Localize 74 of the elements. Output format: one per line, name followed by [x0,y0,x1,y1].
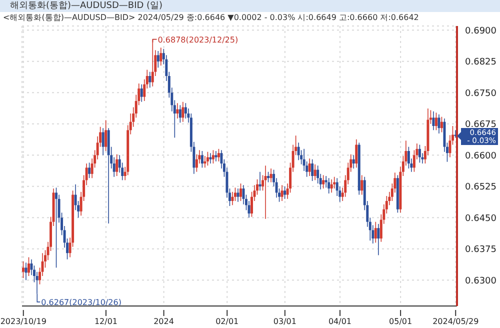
x-tick-label: 2024/05/29 [432,317,479,326]
candlestick [314,164,316,181]
candlestick [377,224,380,256]
x-tick-label: 12/01 [94,317,118,326]
candlestick [200,150,204,168]
candlestick [55,187,58,268]
candlestick [176,102,179,119]
candlestick [182,101,184,122]
candlestick [204,156,206,168]
x-tick-label: 2024 [154,317,174,326]
y-tick-label: 0.6825 [465,58,496,68]
candlestick [267,171,270,183]
y-tick-label: 0.6600 [465,151,497,162]
x-tick-label: 03/01 [273,317,296,326]
candlestick [104,120,108,152]
candlestick [438,114,440,134]
annotation: 0.6267(2023/10/26) [41,298,122,307]
x-tick-label: 04/01 [328,317,352,326]
candlestick [352,154,355,169]
y-tick-label: 0.6750 [465,88,497,99]
candlestick [258,171,262,191]
candlestick [151,38,154,87]
candlestick [156,50,160,68]
annotation: 0.6878(2023/12/25) [158,35,238,44]
candlestick [311,158,314,182]
y-tick-label: 0.6300 [465,276,497,286]
chart-subtitle: <해외통화(통합)—AUDUSD—BID> 2024/05/29 종:0.6646 ▼0.0002 - 0.03% 시:0.6649 고:0.6660 저:0.6642 [3,12,419,24]
y-tick-label: 0.6900 [465,26,497,36]
candlestick [148,71,152,88]
candlestick [360,174,364,196]
candlestick [264,165,267,220]
candlestick [330,178,333,194]
candlestick [184,102,187,119]
candlestick [209,152,212,164]
candlestick [214,150,218,162]
candlestick [160,47,162,66]
candlestick [231,191,234,206]
x-tick-label: 2023/10/19 [0,317,46,326]
candlestick [88,162,91,178]
candlestick [308,158,311,176]
candlestick [333,176,336,189]
x-tick-label: 02/01 [216,317,239,326]
candlestick [434,112,438,131]
y-tick-label: 0.6375 [465,245,496,256]
candlestick [116,154,118,176]
y-tick-label: 0.6675 [465,120,496,130]
candlestick [234,187,236,202]
candlestick [240,183,242,202]
chart-title: 해외통화(통합)—AUDUSD—BID (일) [0,0,500,12]
candlestick [440,116,443,133]
candlestick [217,148,220,162]
candlestick [236,188,240,202]
candlestick [195,154,198,172]
candlestick [418,144,421,164]
candlestick [22,261,24,278]
x-tick-label: 05/01 [389,317,412,326]
candlestick [280,184,284,202]
candlestick [355,138,358,168]
candlestick [212,150,214,164]
candlestick [102,128,104,156]
candlestick [206,151,209,166]
candlestick [270,168,272,183]
candlestick [432,111,435,131]
candlestick [178,104,182,124]
candlestick [322,174,325,189]
y-tick-label: 0.6450 [465,214,497,224]
candlestick [140,84,143,102]
candlestick [374,221,377,244]
candlestick [297,142,300,161]
candlestick [328,178,330,194]
y-tick-label: 0.6525 [465,182,496,193]
candlestick [284,186,286,200]
candlestick [407,146,410,169]
candlestick [28,256,30,276]
